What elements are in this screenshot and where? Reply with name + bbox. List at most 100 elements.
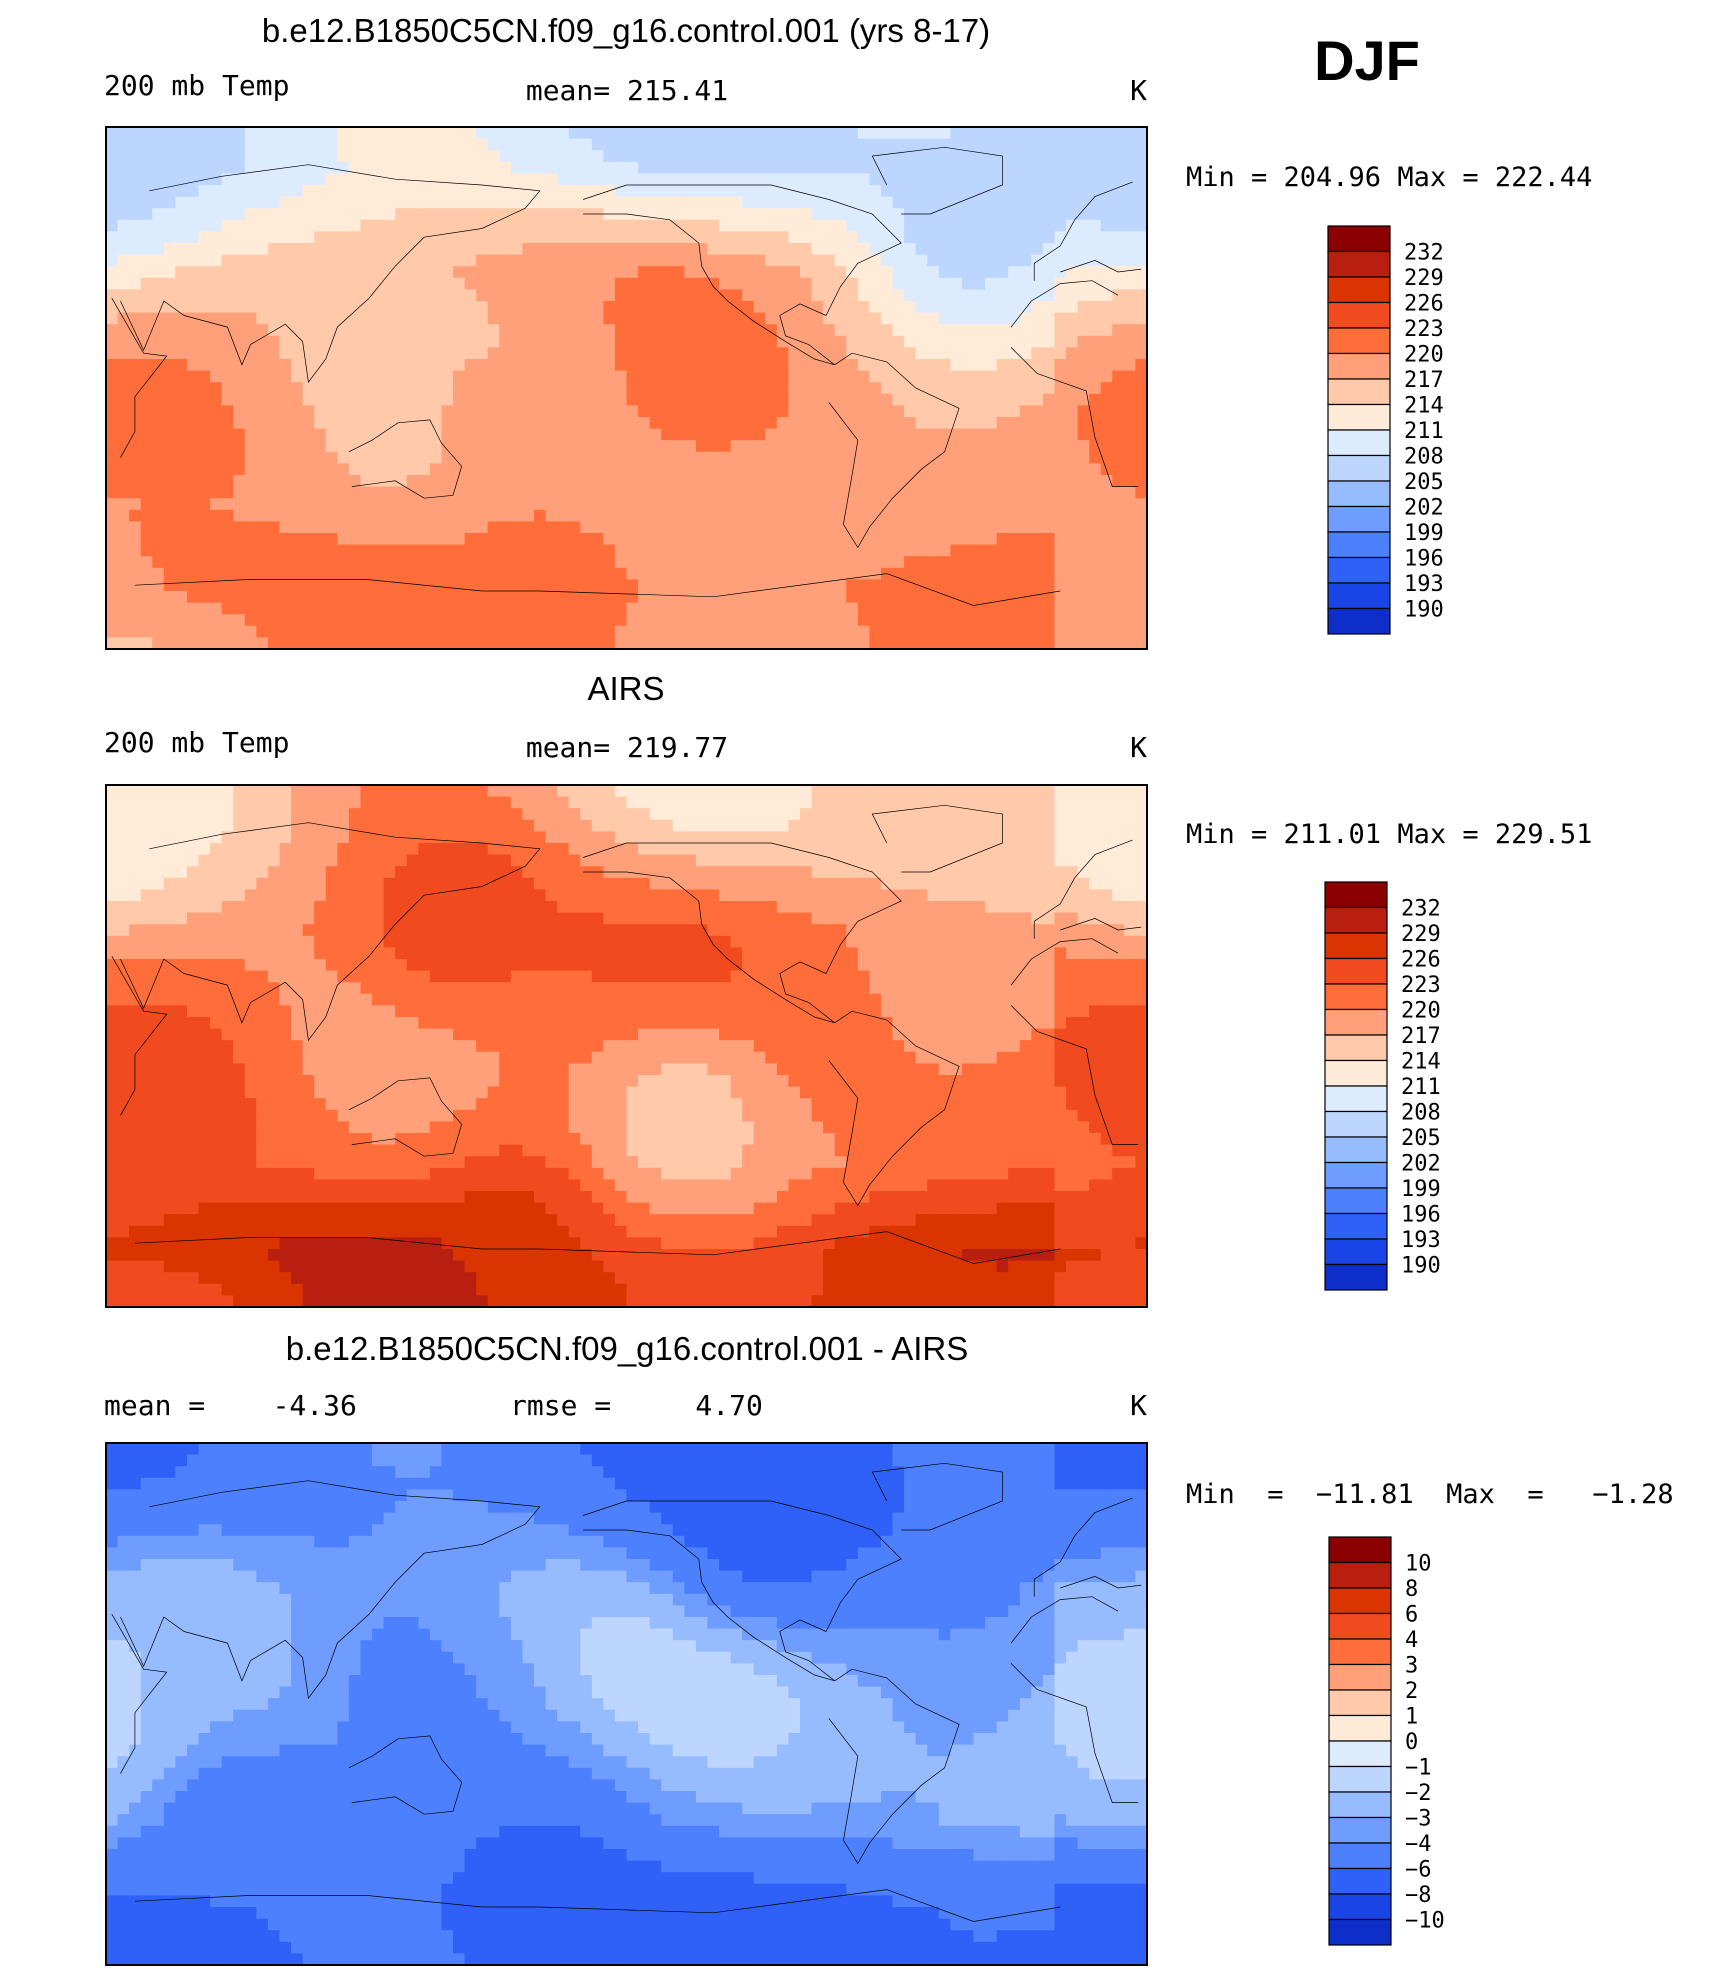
field-cell — [186, 277, 199, 290]
field-cell — [996, 556, 1009, 569]
field-cell — [499, 475, 512, 488]
field-cell — [395, 843, 408, 856]
field-cell — [834, 138, 847, 151]
field-cell — [568, 173, 581, 186]
field-cell — [880, 877, 893, 890]
field-cell — [510, 796, 523, 809]
field-cell — [1123, 509, 1136, 522]
field-cell — [672, 637, 685, 649]
field-cell — [765, 533, 778, 546]
field-cell — [626, 889, 639, 902]
field-cell — [1066, 359, 1079, 372]
field-cell — [823, 819, 836, 832]
field-cell — [776, 808, 789, 821]
field-cell — [915, 544, 928, 557]
field-cell — [1112, 556, 1125, 569]
field-cell — [915, 405, 928, 418]
field-cell — [892, 417, 905, 430]
field-cell — [776, 785, 789, 798]
field-cell — [464, 173, 477, 186]
field-cell — [453, 127, 466, 140]
field-cell — [198, 785, 211, 798]
field-cell — [684, 521, 697, 534]
field-cell — [730, 150, 743, 163]
field-cell — [210, 625, 223, 638]
field-cell — [719, 785, 732, 798]
field-cell — [325, 556, 338, 569]
field-cell — [950, 579, 963, 592]
field-cell — [892, 393, 905, 406]
field-cell — [938, 877, 951, 890]
field-cell — [210, 231, 223, 244]
colorbar-swatch — [1327, 327, 1391, 355]
field-cell — [730, 254, 743, 267]
field-cell — [210, 521, 223, 534]
field-cell — [360, 889, 373, 902]
field-cell — [337, 382, 350, 395]
field-cell — [291, 843, 304, 856]
field-cell — [476, 219, 489, 232]
field-cell — [719, 173, 732, 186]
field-cell — [626, 579, 639, 592]
field-cell — [614, 533, 627, 546]
field-cell — [626, 405, 639, 418]
field-cell — [904, 556, 917, 569]
field-cell — [267, 889, 280, 902]
field-cell — [834, 579, 847, 592]
field-cell — [383, 808, 396, 821]
field-cell — [742, 347, 755, 360]
field-cell — [695, 602, 708, 615]
field-cell — [557, 417, 570, 430]
field-cell — [950, 877, 963, 890]
field-cell — [429, 266, 442, 279]
field-cell — [129, 567, 142, 580]
field-cell — [360, 161, 373, 174]
field-cell — [800, 405, 813, 418]
field-cell — [695, 579, 708, 592]
field-cell — [429, 196, 442, 209]
field-cell — [904, 347, 917, 360]
field-cell — [522, 266, 535, 279]
field-cell — [1042, 877, 1055, 890]
field-cell — [302, 231, 315, 244]
field-cell — [406, 428, 419, 441]
field-cell — [892, 301, 905, 314]
field-cell — [221, 440, 234, 453]
field-cell — [372, 440, 385, 453]
field-cell — [487, 440, 500, 453]
field-cell — [638, 370, 651, 383]
field-cell — [938, 150, 951, 163]
field-cell — [302, 831, 315, 844]
field-cell — [985, 579, 998, 592]
field-cell — [973, 602, 986, 615]
field-cell — [221, 347, 234, 360]
field-cell — [476, 382, 489, 395]
field-cell — [510, 428, 523, 441]
field-cell — [823, 370, 836, 383]
field-cell — [695, 509, 708, 522]
field-cell — [210, 843, 223, 856]
field-cell — [672, 277, 685, 290]
field-cell — [106, 417, 119, 430]
field-cell — [869, 579, 882, 592]
field-cell — [730, 819, 743, 832]
field-cell — [672, 591, 685, 604]
field-cell — [210, 889, 223, 902]
field-cell — [545, 591, 558, 604]
field-cell — [418, 843, 431, 856]
field-cell — [210, 556, 223, 569]
field-cell — [267, 509, 280, 522]
field-cell — [140, 854, 153, 867]
field-cell — [719, 866, 732, 879]
field-cell — [441, 127, 454, 140]
field-cell — [279, 347, 292, 360]
field-cell — [1100, 843, 1113, 856]
field-cell — [719, 509, 732, 522]
field-cell — [614, 854, 627, 867]
field-cell — [626, 831, 639, 844]
field-cell — [904, 185, 917, 198]
field-cell — [892, 625, 905, 638]
field-cell — [695, 637, 708, 649]
field-cell — [464, 428, 477, 441]
field-cell — [267, 533, 280, 546]
